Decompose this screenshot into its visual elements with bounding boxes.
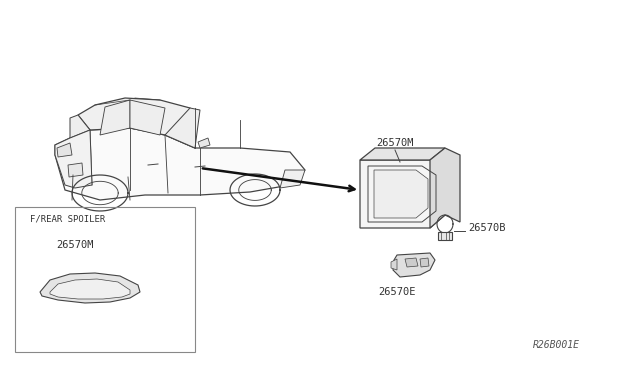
Polygon shape (430, 148, 460, 228)
Polygon shape (55, 130, 92, 188)
Polygon shape (68, 163, 83, 177)
Polygon shape (40, 273, 140, 303)
Text: R26B001E: R26B001E (533, 340, 580, 350)
Text: 26570B: 26570B (468, 223, 506, 233)
Polygon shape (78, 98, 195, 148)
Text: F/REAR SPOILER: F/REAR SPOILER (30, 215, 105, 224)
Polygon shape (100, 100, 130, 135)
Polygon shape (374, 170, 428, 218)
Polygon shape (57, 143, 72, 157)
Text: 26570M: 26570M (376, 138, 413, 148)
Polygon shape (165, 108, 200, 148)
Polygon shape (50, 279, 130, 299)
Polygon shape (360, 148, 445, 160)
Polygon shape (420, 258, 429, 267)
Polygon shape (405, 258, 418, 267)
Text: 26570M: 26570M (56, 240, 93, 250)
Polygon shape (360, 160, 445, 228)
Polygon shape (70, 115, 90, 138)
Polygon shape (198, 138, 210, 148)
Polygon shape (393, 253, 435, 277)
Polygon shape (391, 259, 397, 270)
Polygon shape (280, 170, 305, 188)
Bar (15, 207, 195, 352)
Polygon shape (130, 100, 165, 135)
Polygon shape (55, 128, 305, 200)
Text: 26570E: 26570E (378, 287, 416, 297)
Polygon shape (438, 232, 452, 240)
